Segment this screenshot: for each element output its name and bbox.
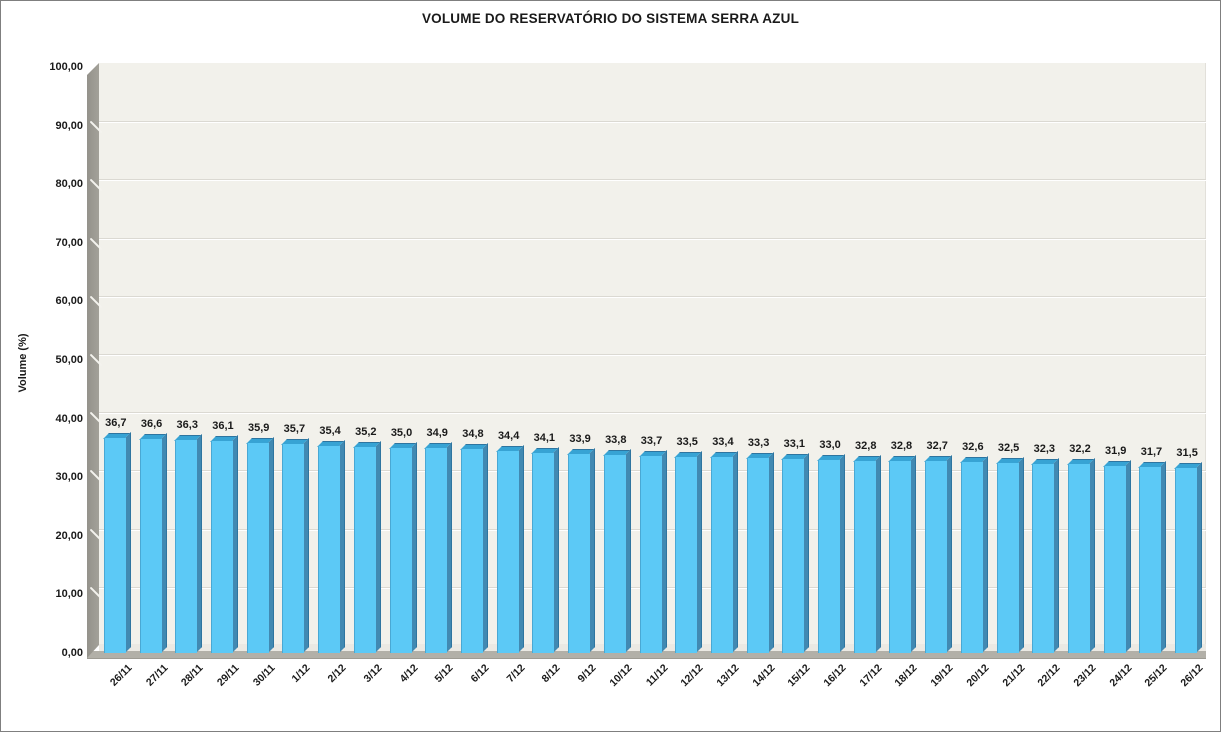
- gridline: [99, 354, 1206, 356]
- bar: [1139, 467, 1162, 653]
- y-tick-label: 50,00: [55, 354, 83, 366]
- bar: [639, 455, 662, 653]
- bar-value-label: 32,8: [890, 439, 913, 452]
- bar: [103, 437, 126, 653]
- y-tick-label: 40,00: [55, 412, 83, 425]
- bar: [996, 462, 1019, 653]
- y-tick-label: 70,00: [55, 236, 83, 249]
- bar: [425, 448, 448, 653]
- bar-value-label: 32,8: [855, 439, 877, 452]
- bar-value-label: 36,7: [105, 416, 127, 429]
- bar-value-label: 35,2: [355, 425, 377, 438]
- bar-value-label: 35,7: [283, 422, 306, 435]
- bar-value-label: 33,3: [747, 436, 770, 449]
- bar-value-label: 33,9: [569, 433, 591, 446]
- bar-value-label: 32,2: [1069, 443, 1091, 456]
- bar: [853, 460, 876, 653]
- bar: [1068, 464, 1091, 653]
- bar-value-label: 34,1: [533, 432, 556, 445]
- bar: [496, 451, 519, 653]
- bar: [318, 445, 341, 653]
- bar: [1175, 468, 1198, 653]
- bar: [675, 456, 698, 653]
- bar: [389, 447, 412, 653]
- bar: [710, 457, 733, 653]
- bar-value-label: 33,1: [783, 438, 806, 451]
- bar-value-label: 33,5: [676, 435, 698, 448]
- y-tick-label: 10,00: [55, 588, 83, 601]
- bar-value-label: 31,7: [1140, 446, 1163, 459]
- gridline: [99, 295, 1206, 298]
- bar: [960, 461, 983, 653]
- bar: [818, 459, 841, 653]
- y-tick-label: 80,00: [55, 178, 83, 191]
- bar-value-label: 32,3: [1033, 442, 1055, 455]
- bar-value-label: 34,4: [497, 430, 520, 443]
- bar: [1032, 463, 1055, 653]
- bar-value-label: 34,8: [462, 428, 484, 441]
- bar-value-label: 36,3: [176, 419, 198, 432]
- bar: [353, 446, 376, 653]
- bar: [460, 449, 483, 653]
- bar-value-label: 32,6: [962, 440, 984, 453]
- bar: [175, 440, 198, 653]
- floor-front: [87, 651, 1206, 659]
- bar: [210, 441, 233, 653]
- y-tick-label: 90,00: [55, 119, 83, 132]
- bar: [746, 457, 769, 653]
- bar: [889, 460, 912, 653]
- y-tick-label: 0,00: [61, 647, 83, 659]
- gridline: [99, 179, 1206, 182]
- y-tick-label: 60,00: [55, 295, 83, 308]
- bar-value-label: 35,9: [247, 421, 270, 434]
- bar: [1103, 466, 1126, 653]
- bar: [782, 459, 805, 653]
- bar-value-label: 33,0: [819, 438, 841, 451]
- gridline: [99, 237, 1206, 240]
- bar: [139, 438, 162, 653]
- bar-value-label: 35,0: [390, 426, 413, 439]
- bar: [603, 454, 626, 653]
- bar: [568, 454, 591, 653]
- y-tick-label: 100,00: [49, 61, 83, 73]
- gridline: [99, 412, 1206, 415]
- side-wall: [87, 63, 99, 658]
- bar-value-label: 34,9: [426, 427, 448, 440]
- bar-value-label: 31,5: [1176, 447, 1198, 460]
- gridline: [99, 121, 1206, 124]
- bar-value-label: 33,8: [605, 433, 627, 446]
- y-tick-label: 20,00: [55, 529, 83, 542]
- chart-title: VOLUME DO RESERVATÓRIO DO SISTEMA SERRA …: [421, 11, 800, 26]
- bar-value-label: 32,7: [926, 440, 948, 453]
- bar-value-label: 36,6: [140, 417, 163, 430]
- bar: [282, 443, 305, 653]
- bar-value-label: 33,7: [640, 434, 663, 447]
- bar-value-label: 36,1: [212, 420, 234, 433]
- bar-value-label: 31,9: [1105, 445, 1127, 458]
- y-tick-label: 30,00: [55, 471, 83, 484]
- bar: [925, 461, 948, 653]
- bar: [532, 453, 555, 653]
- bar-value-label: 32,5: [997, 441, 1020, 454]
- bar-value-label: 35,4: [319, 424, 341, 437]
- bar: [246, 442, 269, 653]
- bar-value-label: 33,4: [712, 436, 734, 449]
